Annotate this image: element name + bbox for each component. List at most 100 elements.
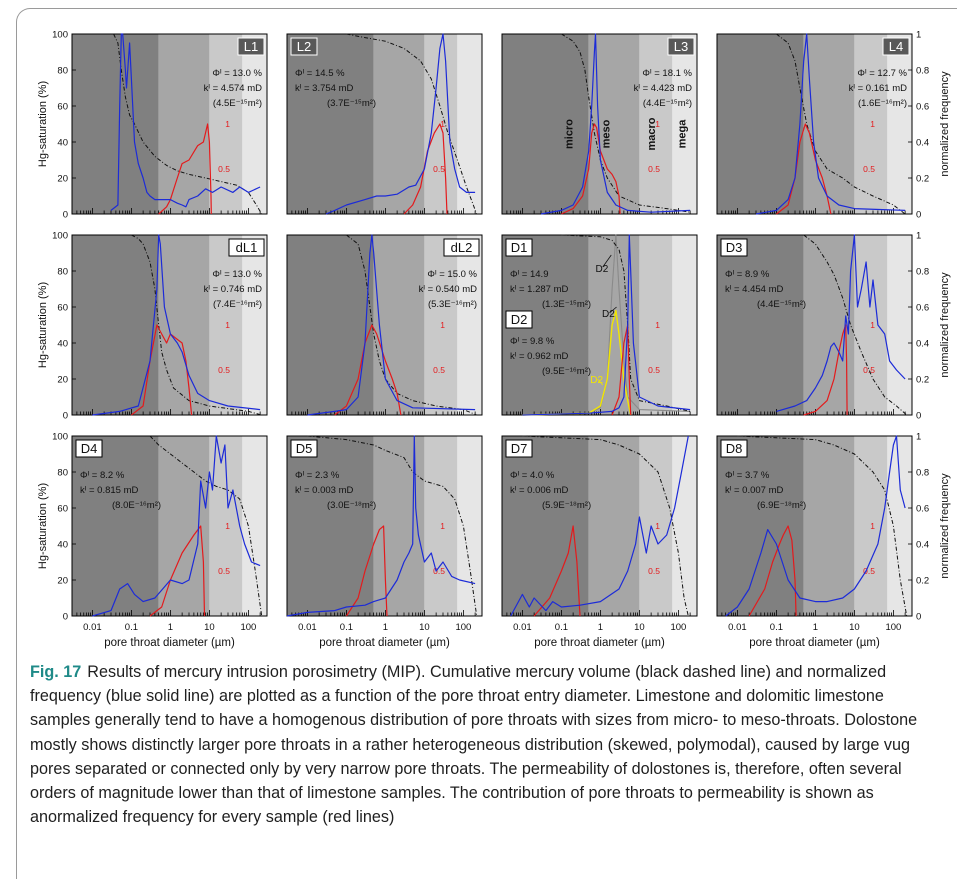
sample-label-l4: L4: [889, 39, 903, 54]
callout-d2-yellow: D2: [590, 375, 603, 386]
sample-label-box-l1: [237, 37, 265, 56]
y-tick-label: 0: [63, 210, 68, 221]
red-axis-tick-label: 0.5: [218, 566, 230, 576]
zone-band-meso: [373, 436, 425, 616]
zone-band-meso: [803, 34, 855, 214]
y-tick-label: 20: [57, 576, 68, 587]
zone-band-mega: [672, 235, 697, 415]
red-axis-tick-label: 0.5: [218, 164, 230, 174]
sample-label-box-dl2: [443, 238, 480, 257]
zone-band-macro: [639, 235, 673, 415]
zone-band-mega: [887, 34, 912, 214]
x-tick-label: 10: [419, 622, 430, 633]
red-axis-tick-label: 1: [440, 521, 445, 531]
zone-band-macro: [639, 34, 673, 214]
y-tick-label-right: 0.6: [916, 504, 929, 515]
cumulative-hg-line-l3: [561, 33, 691, 213]
x-tick-label: 100: [670, 622, 686, 633]
zone-label-mega: mega: [676, 119, 688, 149]
permeability-value-d5: kᴵ = 0.003 mD: [295, 485, 353, 496]
callout-d2-gray: D2: [596, 264, 609, 275]
normalized-frequency-line-d8: [725, 435, 906, 617]
zone-band-micro: [72, 436, 159, 616]
zone-band-meso: [158, 235, 210, 415]
x-tick-label: 0.01: [728, 622, 747, 633]
zone-band-meso: [373, 34, 425, 214]
yellow-frequency-line-d1: [522, 309, 632, 416]
normalized-frequency-line-l2: [325, 33, 476, 215]
permeability-value-dl2: kᴵ = 0.540 mD: [419, 284, 477, 295]
caption-text: Results of mercury intrusion porosimetry…: [30, 663, 918, 827]
x-axis-label: pore throat diameter (µm): [319, 637, 450, 649]
sample-label-box-d7: [505, 439, 533, 458]
permeability-contribution-line-d1: [611, 324, 632, 416]
zone-band-macro: [854, 235, 888, 415]
red-axis-tick-label: 1: [870, 119, 875, 129]
x-axis-label: pore throat diameter (µm): [104, 637, 235, 649]
permeability-si-l1: (4.5E⁻¹⁵m²): [213, 98, 262, 109]
zone-band-mega: [242, 34, 267, 214]
zone-band-macro: [854, 34, 888, 214]
permeability-si-dl1: (7.4E⁻¹⁶m²): [213, 299, 262, 310]
x-tick-label: 0.1: [770, 622, 783, 633]
cumulative-hg-line-l4: [776, 33, 906, 215]
panel-frame-d4: [71, 435, 268, 617]
permeability-si-l4: (1.6E⁻¹⁶m²): [858, 98, 907, 109]
panel-frame-dl2: [286, 234, 483, 416]
panel-frame-dl1: [71, 234, 268, 416]
red-axis-tick-label: 0.5: [863, 164, 875, 174]
permeability-value-d2: kᴵ = 0.962 mD: [510, 351, 568, 362]
sample-label-box-l3: [667, 37, 695, 56]
panel-frame-l2: [286, 33, 483, 215]
zone-band-mega: [242, 436, 267, 616]
permeability-value-l2: kᴵ = 3.754 mD: [295, 83, 353, 94]
sample-label-box-d2: [505, 310, 533, 329]
zone-band-micro: [287, 436, 374, 616]
y-tick-label-right: 0.2: [916, 174, 929, 185]
zone-band-micro: [717, 34, 804, 214]
callout-d2-black: D2: [602, 309, 615, 320]
permeability-contribution-line-d4: [149, 525, 206, 617]
panel-frame-l3: [501, 33, 698, 215]
porosity-value-d5: Φᴵ = 2.3 %: [295, 470, 340, 481]
y-axis-label-left: Hg-saturation (%): [37, 282, 49, 368]
zone-band-mega: [457, 235, 482, 415]
gray-frequency-line-d1: [522, 234, 691, 416]
x-tick-label: 0.01: [513, 622, 532, 633]
callout-leader: [597, 378, 604, 386]
red-axis-tick-label: 0.5: [218, 365, 230, 375]
red-axis-tick-label: 1: [870, 320, 875, 330]
y-axis-label-right: normalized frequency: [939, 272, 951, 378]
permeability-si-dl2: (5.3E⁻¹⁶m²): [428, 299, 477, 310]
panel-frame-l4: [716, 33, 913, 215]
sample-label-dl1: dL1: [236, 240, 258, 255]
sample-label-box-d1: [505, 238, 533, 257]
y-tick-label: 0: [63, 612, 68, 623]
permeability-contribution-line-l2: [403, 123, 448, 215]
y-tick-label-right: 0.8: [916, 66, 929, 77]
permeability-contribution-line-d5: [345, 525, 388, 617]
x-tick-label: 100: [455, 622, 471, 633]
y-tick-label: 80: [57, 468, 68, 479]
zone-band-macro: [424, 436, 458, 616]
red-axis-tick-label: 1: [440, 320, 445, 330]
x-tick-label: 1: [813, 622, 818, 633]
red-axis-tick-label: 0.5: [863, 566, 875, 576]
sample-label-box-d4: [75, 439, 103, 458]
x-axis-label: pore throat diameter (µm): [534, 637, 665, 649]
zone-band-meso: [373, 235, 425, 415]
permeability-value-dl1: kᴵ = 0.746 mD: [204, 284, 262, 295]
panel-frame-d3: [716, 234, 913, 416]
sample-label-box-l2: [290, 37, 318, 56]
permeability-si-d1: (1.3E⁻¹⁵m²): [542, 299, 591, 310]
zone-band-meso: [158, 436, 210, 616]
sample-label-box-d5: [290, 439, 318, 458]
cumulative-hg-line-d1: [561, 234, 691, 412]
permeability-contribution-line-d7: [533, 525, 581, 617]
y-tick-label-right: 1: [916, 231, 921, 242]
permeability-si-d4: (8.0E⁻¹⁶m²): [112, 500, 161, 511]
red-axis-tick-label: 0.5: [863, 365, 875, 375]
sample-label-l3: L3: [674, 39, 688, 54]
porosity-value-dl2: Φᴵ = 15.0 %: [427, 269, 477, 280]
